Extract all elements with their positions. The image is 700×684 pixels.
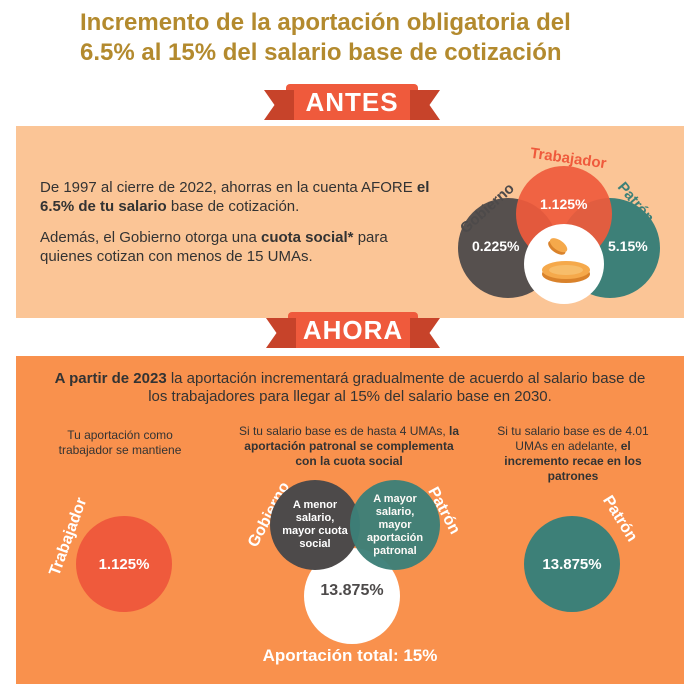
total-contribution: Aportación total: 15% bbox=[262, 646, 438, 665]
col2-gray-circle: A menor salario, mayor cuota social bbox=[270, 480, 360, 570]
col1-value: 1.125% bbox=[98, 555, 150, 573]
ahora-ribbon: AHORA bbox=[288, 312, 418, 348]
title-line-2: 6.5% al 15% del salario base de cotizaci… bbox=[80, 39, 562, 66]
ahora-intro: A partir de 2023 la aportación increment… bbox=[54, 370, 646, 405]
col2-gray-text: A menor salario, mayor cuota social bbox=[282, 499, 348, 550]
antes-ribbon: ANTES bbox=[286, 84, 418, 120]
col2-value: 13.875% bbox=[320, 582, 384, 599]
antes-paragraph-2: Además, el Gobierno otorga una cuota soc… bbox=[40, 229, 388, 265]
col2-teal-circle: A mayor salario, mayor aportación patron… bbox=[350, 480, 440, 570]
page-title: Incremento de la aportación obligatoria … bbox=[80, 8, 680, 68]
col3-text: Si tu salario base es de 4.01 UMAs en ad… bbox=[497, 424, 649, 483]
col3-value: 13.875% bbox=[542, 555, 602, 573]
venn-gobierno-value: 0.225% bbox=[472, 238, 520, 254]
col1-text: Tu aportación como trabajador se mantien… bbox=[58, 428, 182, 457]
venn-patron-value: 5.15% bbox=[608, 238, 648, 254]
col2-teal-text: A mayor salario, mayor aportación patron… bbox=[366, 492, 424, 557]
title-line-1: Incremento de la aportación obligatoria … bbox=[80, 9, 571, 36]
venn-trabajador-value: 1.125% bbox=[540, 196, 588, 212]
antes-description: De 1997 al cierre de 2022, ahorras en la… bbox=[40, 178, 440, 278]
col2-text: Si tu salario base es de hasta 4 UMAs, l… bbox=[238, 424, 460, 468]
antes-paragraph-1: De 1997 al cierre de 2022, ahorras en la… bbox=[40, 179, 430, 215]
col3-patron-circle: 13.875% bbox=[524, 516, 620, 612]
col1-trabajador-circle: 1.125% bbox=[76, 516, 172, 612]
coins-icon bbox=[542, 238, 590, 283]
